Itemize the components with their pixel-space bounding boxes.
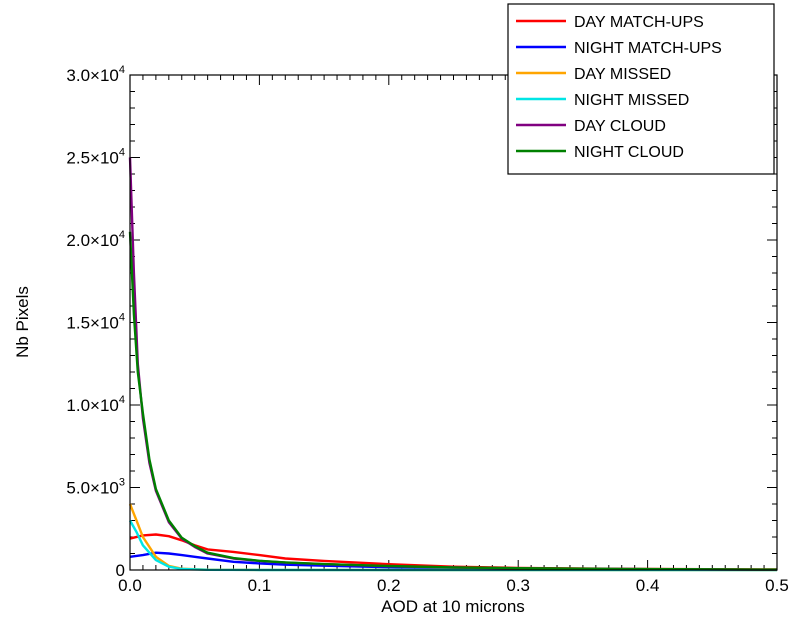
series-line-day-match-ups: [129, 533, 778, 571]
legend-box: [507, 3, 775, 175]
x-tick-label: 0.4: [636, 576, 660, 595]
x-tick-label: 0.3: [506, 576, 530, 595]
x-tick-labels: 0.0 0.1 0.2 0.3 0.4 0.5: [118, 576, 789, 595]
y-axis-label: Nb Pixels: [13, 286, 32, 358]
y-tick-label: 2.5×104: [66, 147, 125, 168]
y-tick-label: 0: [116, 561, 125, 580]
legend-label: DAY MISSED: [574, 66, 671, 83]
x-tick-label: 0.1: [248, 576, 272, 595]
legend-label: NIGHT MISSED: [574, 92, 689, 109]
legend-label: NIGHT CLOUD: [574, 144, 684, 161]
y-tick-labels: 0 5.0×103 1.0×104 1.5×104 2.0×104 2.5×104 3.0×…: [66, 64, 125, 580]
x-tick-label: 0.0: [118, 576, 142, 595]
legend-label: NIGHT MATCH-UPS: [574, 40, 722, 57]
plot-frame: [129, 74, 778, 571]
legend-label: DAY MATCH-UPS: [574, 14, 704, 31]
series-line-night-cloud: [128, 231, 778, 571]
series-line-night-missed: [128, 519, 777, 572]
series-line-day-cloud: [128, 157, 778, 571]
x-tick-label: 0.2: [377, 576, 401, 595]
y-tick-label: 1.0×104: [66, 394, 125, 415]
series-lines: [128, 157, 778, 572]
y-tick-label: 5.0×103: [66, 477, 125, 498]
y-tick-label: 1.5×104: [66, 312, 125, 333]
y-tick-label: 2.0×104: [66, 229, 125, 250]
x-tick-label: 0.5: [765, 576, 789, 595]
y-tick-label: 3.0×104: [66, 64, 125, 85]
legend-label: DAY CLOUD: [574, 118, 666, 135]
x-axis-label: AOD at 10 microns: [381, 597, 525, 616]
legend: DAY MATCH-UPS NIGHT MATCH-UPS DAY MISSED NI…: [507, 3, 775, 175]
